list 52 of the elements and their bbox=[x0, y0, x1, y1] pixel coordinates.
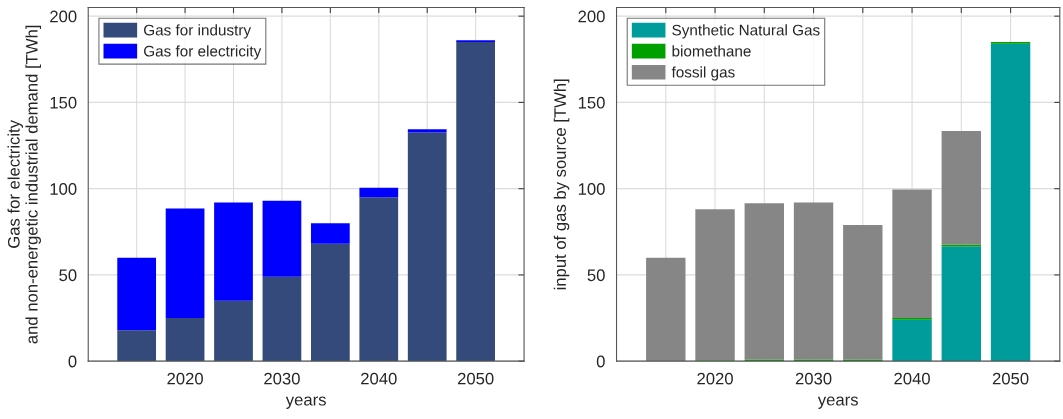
bar bbox=[892, 189, 932, 319]
y-tick-label: 0 bbox=[68, 355, 77, 368]
x-tick-label: 2040 bbox=[361, 372, 397, 385]
bar bbox=[214, 300, 253, 362]
bar bbox=[165, 208, 205, 319]
bar bbox=[262, 276, 302, 362]
bar bbox=[695, 209, 735, 361]
bar bbox=[359, 197, 399, 362]
bar bbox=[990, 43, 1031, 362]
bar bbox=[407, 132, 447, 362]
legend-label: biomethane bbox=[672, 45, 751, 57]
y-tick-label: 200 bbox=[50, 10, 77, 23]
y-axis-title: input of gas by source [TWh] bbox=[553, 79, 570, 290]
bar bbox=[359, 187, 399, 198]
legend-label: Gas for electricity bbox=[144, 45, 262, 60]
y-tick-label: 0 bbox=[596, 355, 605, 368]
x-tick-label: 2020 bbox=[697, 372, 733, 385]
y-tick-label: 50 bbox=[59, 269, 77, 282]
bar bbox=[117, 330, 157, 362]
bar bbox=[262, 200, 302, 277]
bar bbox=[793, 202, 834, 360]
y-tick-label: 100 bbox=[50, 183, 77, 195]
bar bbox=[646, 257, 686, 362]
legend-label: Synthetic Natural Gas bbox=[672, 24, 820, 39]
bar bbox=[117, 257, 157, 331]
bar bbox=[165, 318, 205, 362]
y-tick-label: 200 bbox=[578, 10, 605, 23]
bar bbox=[310, 243, 350, 362]
legend-label: fossil gas bbox=[671, 66, 735, 81]
x-tick-label: 2040 bbox=[894, 372, 930, 385]
bar bbox=[744, 203, 784, 360]
x-tick-label: 2030 bbox=[264, 372, 300, 385]
y-axis-title: Gas for electricity and non-energetic industrial demand [TWh] bbox=[7, 25, 41, 344]
y-tick-label: 100 bbox=[578, 183, 605, 195]
bar bbox=[843, 224, 883, 360]
y-tick-label: 150 bbox=[50, 96, 77, 109]
x-tick-label: 2030 bbox=[795, 372, 832, 385]
legend-label: Gas for industry bbox=[144, 24, 252, 39]
bar bbox=[407, 129, 447, 133]
y-tick-label: 50 bbox=[587, 269, 605, 282]
x-axis-title: years bbox=[285, 396, 326, 409]
bar bbox=[941, 246, 982, 362]
bar bbox=[892, 319, 932, 362]
bar bbox=[941, 130, 982, 245]
bar bbox=[310, 223, 350, 244]
bar bbox=[214, 202, 253, 301]
bar bbox=[456, 42, 495, 362]
x-tick-label: 2020 bbox=[167, 372, 203, 385]
x-tick-label: 2050 bbox=[457, 372, 494, 385]
x-axis-title: years bbox=[817, 396, 858, 409]
x-tick-label: 2050 bbox=[992, 372, 1029, 385]
y-tick-label: 150 bbox=[578, 96, 605, 109]
